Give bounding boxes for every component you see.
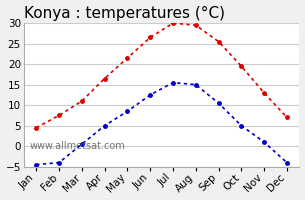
Text: Konya : temperatures (°C): Konya : temperatures (°C) xyxy=(24,6,225,21)
Text: www.allmetsat.com: www.allmetsat.com xyxy=(29,141,125,151)
